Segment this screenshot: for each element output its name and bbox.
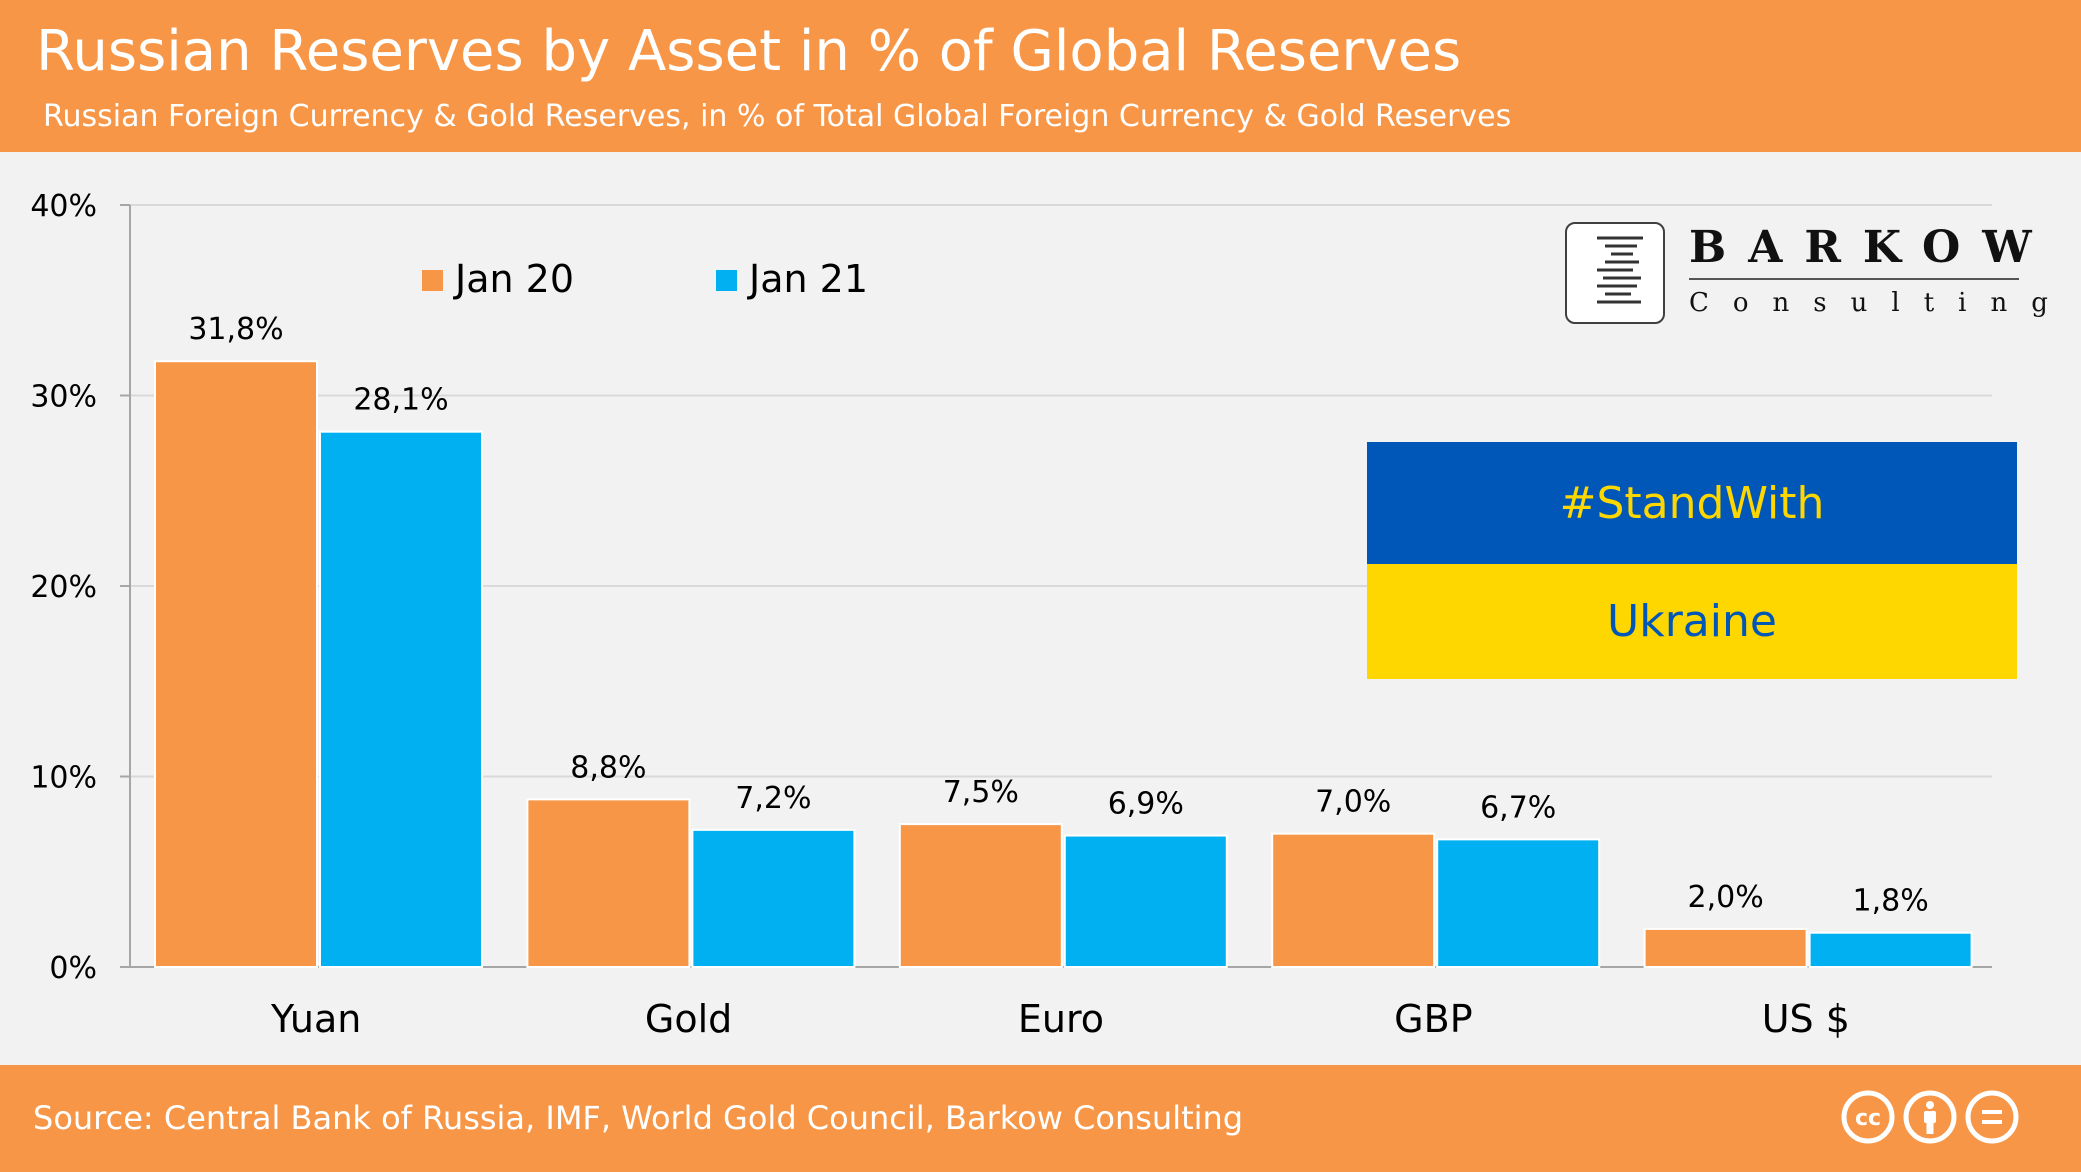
bar-chart: 0% 10% 20% 30% 40% 31,8% 28,1% Yuan 8,8% 7,2% Gold… (30, 189, 1992, 1041)
data-label: 1,8% (1852, 884, 1928, 919)
logo-emblem (1565, 222, 1665, 324)
x-category-label: GBP (1394, 997, 1472, 1041)
license-icons: cc (1841, 1090, 2019, 1144)
logo-divider (1689, 278, 2019, 280)
bar-jan-21 (319, 430, 483, 968)
barkow-logo: BARKOW Consulting (1565, 222, 2048, 324)
bar-jan-20 (526, 798, 691, 968)
bar-jan-20 (898, 823, 1063, 968)
header-bar: Russian Reserves by Asset in % of Global… (0, 0, 2081, 152)
svg-text:cc: cc (1855, 1106, 1881, 1131)
bar-jan-21 (691, 828, 856, 969)
x-category-label: Yuan (270, 997, 361, 1041)
bar-jan-20 (1271, 832, 1436, 969)
source-note: Source: Central Bank of Russia, IMF, Wor… (33, 1099, 1244, 1137)
data-label: 7,2% (735, 781, 811, 816)
bar-jan-20 (1643, 927, 1808, 969)
no-derivatives-icon (1965, 1090, 2019, 1144)
legend-label: Jan 21 (747, 257, 868, 301)
bar-jan-21 (1063, 834, 1228, 968)
data-label: 2,0% (1687, 880, 1763, 915)
legend-swatch (422, 270, 443, 291)
cc-icon: cc (1841, 1090, 1895, 1144)
y-tick-label: 10% (30, 761, 97, 796)
data-label: 7,0% (1315, 785, 1391, 820)
bar-jan-20 (154, 360, 318, 968)
banner-line-2: Ukraine (1367, 564, 2017, 679)
y-tick-label: 20% (30, 570, 97, 605)
data-label: 6,9% (1108, 787, 1184, 822)
data-label: 7,5% (943, 775, 1019, 810)
legend-label: Jan 20 (453, 257, 574, 301)
chart-title: Russian Reserves by Asset in % of Global… (36, 19, 1462, 84)
bar-jan-21 (1808, 931, 1973, 969)
y-tick-label: 40% (30, 189, 97, 224)
x-category-label: US $ (1762, 997, 1850, 1041)
data-label: 31,8% (188, 312, 283, 347)
bar-jan-21 (1436, 838, 1601, 968)
logo-subtitle: Consulting (1689, 288, 2072, 318)
banner-line-1: #StandWith (1367, 442, 2017, 564)
legend-swatch (716, 270, 737, 291)
y-tick-label: 30% (30, 380, 97, 415)
footer-bar: Source: Central Bank of Russia, IMF, Wor… (0, 1065, 2081, 1172)
stand-with-ukraine-banner: #StandWith Ukraine (1367, 442, 2017, 679)
chart-subtitle: Russian Foreign Currency & Gold Reserves… (43, 99, 1512, 134)
logo-name: BARKOW (1689, 222, 2054, 273)
y-tick-label: 0% (49, 951, 97, 986)
x-category-label: Euro (1018, 997, 1104, 1041)
data-label: 8,8% (570, 750, 646, 785)
x-category-label: Gold (645, 997, 732, 1041)
data-label: 28,1% (353, 383, 448, 418)
attribution-icon (1903, 1090, 1957, 1144)
data-label: 6,7% (1480, 790, 1556, 825)
